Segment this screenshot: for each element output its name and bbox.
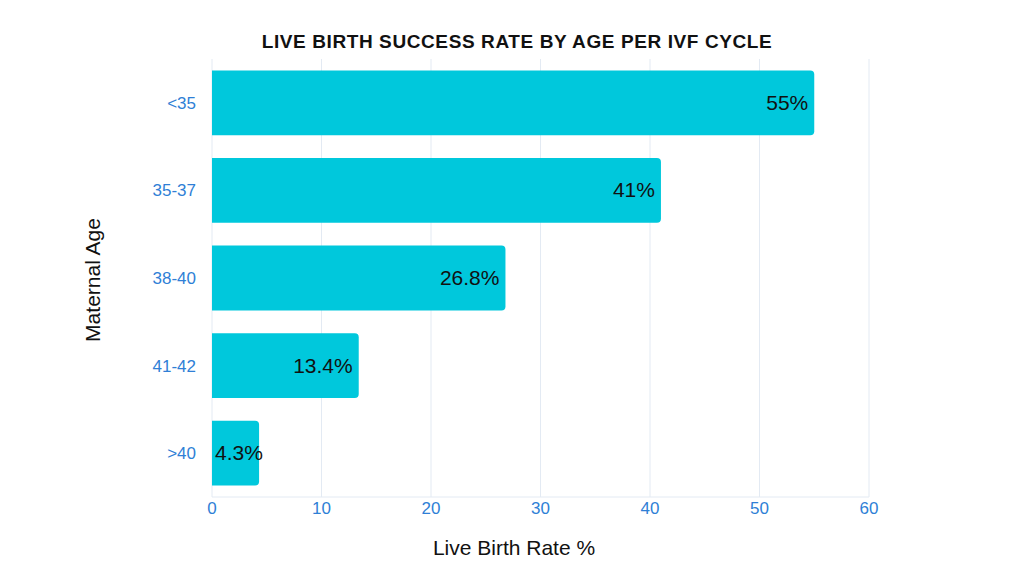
x-tick-label: 50 bbox=[750, 499, 769, 518]
grid bbox=[212, 59, 869, 497]
x-tick-label: 20 bbox=[422, 499, 441, 518]
y-axis-label: Maternal Age bbox=[81, 218, 104, 342]
x-tick-label: 10 bbox=[312, 499, 331, 518]
bar bbox=[212, 70, 814, 135]
data-label: 55% bbox=[766, 91, 808, 114]
grid-line bbox=[869, 59, 870, 497]
bar bbox=[212, 158, 661, 223]
y-tick-label: 35-37 bbox=[153, 181, 196, 200]
x-axis-line bbox=[212, 497, 869, 498]
y-tick-label: 41-42 bbox=[153, 357, 196, 376]
x-tick-label: 60 bbox=[860, 499, 879, 518]
chart-svg: 0 10 20 30 40 50 60 <35 35-37 38-40 41-42 >40 55% 41%… bbox=[0, 0, 1030, 579]
y-tick-label: <35 bbox=[167, 94, 196, 113]
y-tick-label: >40 bbox=[167, 444, 196, 463]
x-tick-label: 30 bbox=[531, 499, 550, 518]
chart-container: 0 10 20 30 40 50 60 <35 35-37 38-40 41-42 >40 55% 41%… bbox=[0, 0, 1030, 579]
x-axis-label: Live Birth Rate % bbox=[433, 536, 595, 559]
y-tick-label: 38-40 bbox=[153, 269, 196, 288]
x-tick-label: 40 bbox=[641, 499, 660, 518]
data-label: 26.8% bbox=[440, 266, 500, 289]
bar bbox=[212, 333, 359, 398]
bar bbox=[212, 246, 505, 311]
title: LIVE BIRTH SUCCESS RATE BY AGE PER IVF C… bbox=[262, 31, 773, 52]
data-label: 41% bbox=[613, 178, 655, 201]
x-tick-label: 0 bbox=[207, 499, 216, 518]
data-label: 4.3% bbox=[215, 441, 263, 464]
data-labels: 55% 41% 26.8% 13.4% 4.3% bbox=[215, 91, 808, 464]
bars bbox=[212, 70, 814, 485]
data-label: 13.4% bbox=[293, 354, 353, 377]
